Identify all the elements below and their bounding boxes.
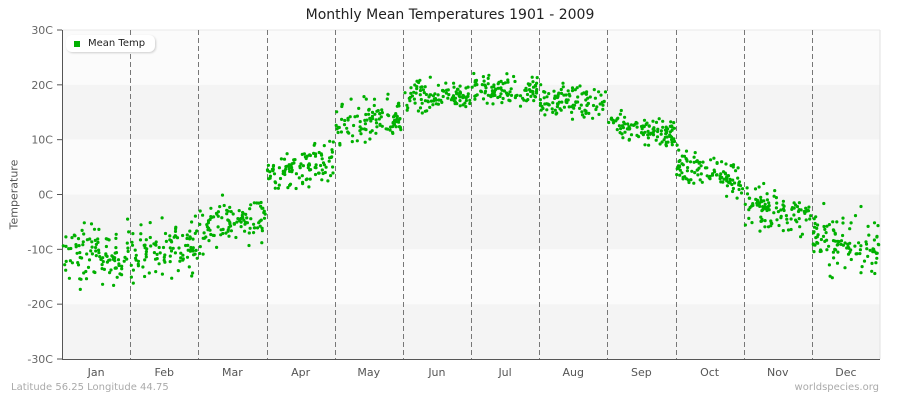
x-tick-label: Oct [700,366,720,379]
source-caption: worldspecies.org [794,382,879,393]
x-tick-label: Mar [222,366,243,379]
x-tick-label: Nov [767,366,789,379]
y-tick-label: -30C [27,353,53,366]
x-tick-label: Apr [291,366,311,379]
x-tick-label: Jan [87,366,105,379]
y-axis-label: Temperature [7,159,21,230]
legend-label: Mean Temp [88,38,146,49]
y-tick-label: 20C [31,79,53,92]
y-tick-label: 10C [31,134,53,147]
y-tick-label: -20C [27,298,53,311]
y-tick-label: 0C [38,189,53,202]
y-tick-label: -10C [27,243,53,256]
x-tick-label: Jul [497,366,511,379]
y-tick-label: 30C [31,24,53,37]
legend: Mean Temp [66,35,156,52]
x-tick-label: May [357,366,380,379]
x-tick-label: Jun [427,366,445,379]
x-tick-label: Dec [835,366,856,379]
legend-swatch-icon [74,40,80,47]
x-tick-label: Feb [155,366,174,379]
x-tick-label: Aug [563,366,584,379]
location-caption: Latitude 56.25 Longitude 44.75 [11,382,169,393]
data-points [61,71,881,291]
x-tick-label: Sep [631,366,652,379]
chart-title: Monthly Mean Temperatures 1901 - 2009 [305,7,595,23]
